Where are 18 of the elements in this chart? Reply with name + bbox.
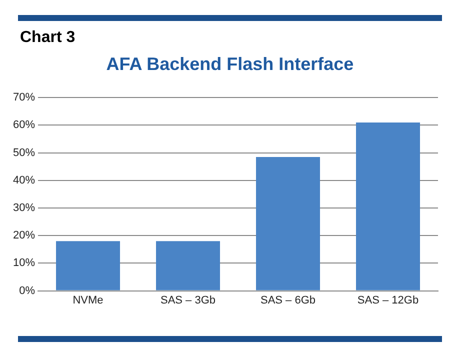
bar bbox=[356, 122, 420, 290]
bar bbox=[56, 241, 120, 290]
x-tick-label: SAS – 12Gb bbox=[357, 294, 419, 306]
y-tick-label: 0% bbox=[19, 284, 36, 297]
y-tick-label: 50% bbox=[12, 146, 36, 159]
x-tick-label: SAS – 3Gb bbox=[160, 294, 216, 306]
y-tick-label: 20% bbox=[12, 230, 36, 242]
caption: Chart 3 bbox=[20, 29, 76, 47]
y-tick-label: 60% bbox=[12, 119, 36, 132]
bar bbox=[156, 241, 220, 290]
chart-title: AFA Backend Flash Interface bbox=[105, 54, 355, 75]
y-tick-label: 30% bbox=[12, 202, 36, 214]
x-tick-label: NVMe bbox=[72, 294, 104, 306]
x-tick-label: SAS – 6Gb bbox=[260, 294, 316, 306]
bar bbox=[256, 156, 320, 290]
y-tick-label: 40% bbox=[12, 174, 36, 186]
y-tick-label: 70% bbox=[12, 92, 36, 104]
y-tick-label: 10% bbox=[12, 257, 36, 270]
